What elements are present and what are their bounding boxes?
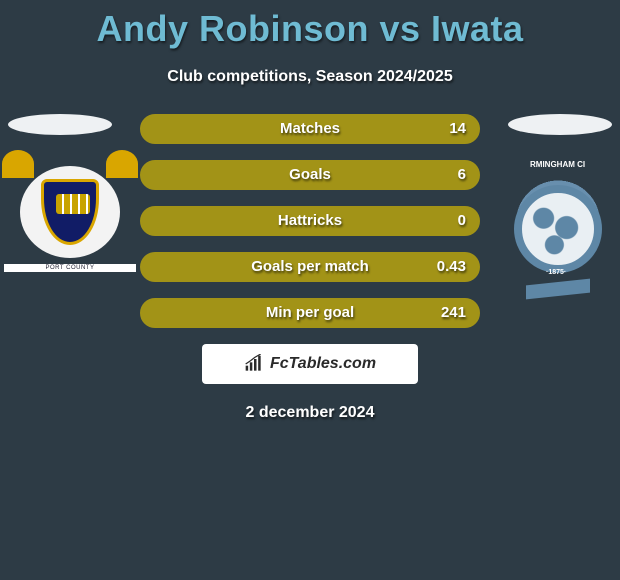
stat-label: Goals bbox=[142, 162, 478, 188]
stat-value: 241 bbox=[441, 300, 466, 326]
crest-right-top-text: RMINGHAM CI bbox=[530, 160, 585, 169]
date-label: 2 december 2024 bbox=[0, 404, 620, 422]
bar-chart-icon bbox=[244, 354, 264, 374]
club-crest-right: RMINGHAM CI ·1875· bbox=[508, 164, 608, 294]
stat-label: Matches bbox=[142, 116, 478, 142]
player-base-right bbox=[508, 114, 612, 135]
stat-label: Min per goal bbox=[142, 300, 478, 326]
attribution-badge[interactable]: FcTables.com bbox=[202, 344, 418, 384]
stat-value: 6 bbox=[458, 162, 466, 188]
stat-bar: Hattricks 0 bbox=[140, 206, 480, 236]
stats-area: PORT COUNTY RMINGHAM CI ·1875· Matches 1… bbox=[0, 114, 620, 422]
attribution-text: FcTables.com bbox=[270, 355, 376, 373]
crest-right-year: ·1875· bbox=[546, 269, 566, 276]
shield-icon bbox=[41, 179, 99, 245]
stat-value: 14 bbox=[449, 116, 466, 142]
stat-label: Hattricks bbox=[142, 208, 478, 234]
page-title: Andy Robinson vs Iwata bbox=[0, 0, 620, 50]
club-crest-left: PORT COUNTY bbox=[20, 166, 120, 258]
subtitle: Club competitions, Season 2024/2025 bbox=[0, 68, 620, 86]
stat-bar: Min per goal 241 bbox=[140, 298, 480, 328]
player-base-left bbox=[8, 114, 112, 135]
stat-bars: Matches 14 Goals 6 Hattricks 0 Goals per… bbox=[140, 114, 480, 328]
crest-left-banner: PORT COUNTY bbox=[4, 264, 136, 272]
stat-bar: Goals 6 bbox=[140, 160, 480, 190]
stat-value: 0 bbox=[458, 208, 466, 234]
stat-bar: Goals per match 0.43 bbox=[140, 252, 480, 282]
stat-value: 0.43 bbox=[437, 254, 466, 280]
infographic-root: Andy Robinson vs Iwata Club competitions… bbox=[0, 0, 620, 422]
stat-label: Goals per match bbox=[142, 254, 478, 280]
stat-bar: Matches 14 bbox=[140, 114, 480, 144]
